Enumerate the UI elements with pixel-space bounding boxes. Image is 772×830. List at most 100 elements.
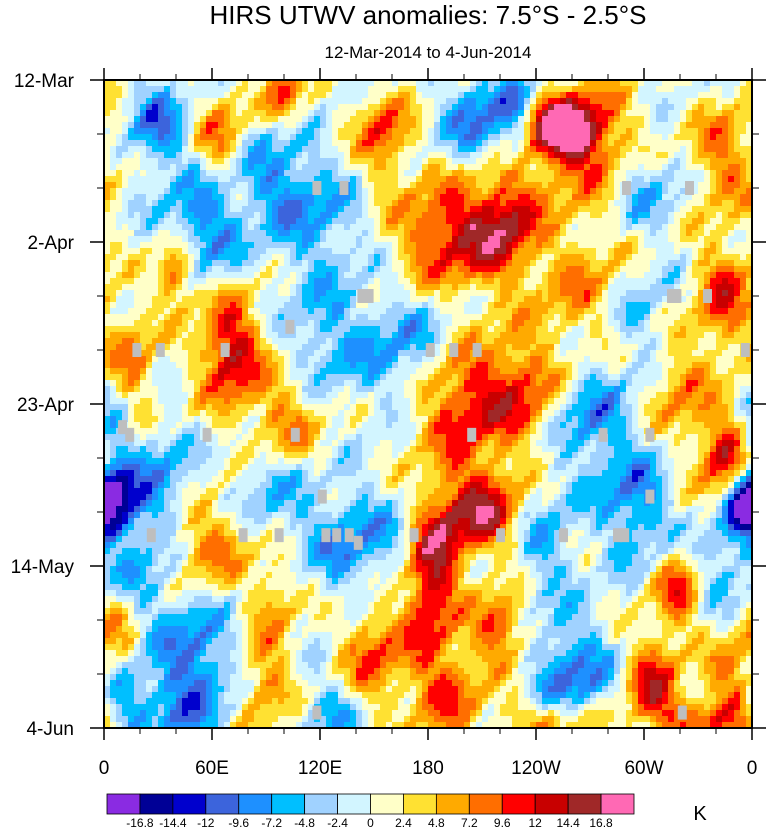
field-cell [722,278,729,285]
field-cell [272,386,297,393]
field-cell [512,146,519,153]
field-cell [704,608,717,615]
field-cell [386,254,393,261]
field-cell [332,452,339,459]
field-cell [686,260,693,267]
field-cell [176,290,195,297]
field-cell [698,212,705,219]
field-cell [392,440,411,447]
field-cell [206,278,255,285]
field-cell [278,632,285,639]
field-cell [350,422,357,429]
field-cell [734,230,747,237]
field-cell [332,548,363,555]
field-cell [614,506,621,513]
field-cell [116,590,141,597]
field-cell [182,368,189,375]
field-cell [500,260,507,267]
field-cell [392,134,405,141]
field-cell [176,518,183,525]
field-cell [296,254,303,261]
field-cell [398,518,405,525]
field-cell [542,128,591,135]
field-cell [572,380,579,387]
field-cell [152,368,183,375]
field-cell [746,452,752,459]
field-cell [458,530,465,537]
field-cell [578,386,585,393]
field-cell [476,452,495,459]
field-cell [314,98,321,105]
field-cell [566,572,573,579]
field-cell [446,452,471,459]
field-cell [158,428,171,435]
field-cell [146,80,171,87]
field-cell [626,140,639,147]
field-cell [458,362,471,369]
field-cell [212,320,219,327]
field-cell [260,578,267,585]
field-cell [722,494,729,501]
field-cell [104,212,117,219]
field-cell [416,422,423,429]
field-cell [626,170,663,177]
field-cell [650,128,675,135]
field-cell [416,410,435,417]
field-cell [710,590,729,597]
field-cell [512,506,519,513]
field-cell [638,416,651,423]
field-cell [452,596,465,603]
field-cell [476,440,483,447]
field-cell [374,596,381,603]
field-cell [182,278,189,285]
field-cell [290,374,309,381]
field-cell [326,464,333,471]
field-cell [170,446,189,453]
field-cell [464,170,501,177]
field-cell [422,278,441,285]
field-cell [674,464,693,471]
field-cell [722,440,735,447]
field-cell [626,110,651,117]
field-cell [614,392,621,399]
field-cell [260,548,297,555]
field-cell [632,356,639,363]
field-cell [716,266,735,273]
field-cell [668,326,681,333]
field-cell [650,116,657,123]
field-cell [524,272,531,279]
field-cell [314,464,327,471]
field-cell [416,248,441,255]
field-cell [350,248,357,255]
field-cell [332,122,345,129]
field-cell [656,596,663,603]
field-cell [692,350,705,357]
field-cell [614,158,621,165]
field-cell [116,296,135,303]
field-cell [440,524,447,531]
field-cell [518,92,525,99]
field-cell [656,344,663,351]
field-cell [242,416,249,423]
field-cell [176,272,183,279]
field-cell [116,416,123,423]
field-cell [296,494,303,501]
field-cell [284,554,297,561]
field-cell [566,590,585,597]
field-cell [152,248,165,255]
field-cell [392,452,399,459]
field-cell [164,260,183,267]
field-cell [464,380,507,387]
field-cell [536,146,549,153]
field-cell [680,494,699,501]
field-cell [386,500,393,507]
field-cell [704,248,717,255]
field-cell [602,326,615,333]
field-cell [338,128,363,135]
field-cell [614,452,657,459]
field-cell [518,242,525,249]
field-cell [410,548,417,555]
field-cell [122,128,129,135]
field-cell [398,80,417,87]
field-cell [332,278,339,285]
